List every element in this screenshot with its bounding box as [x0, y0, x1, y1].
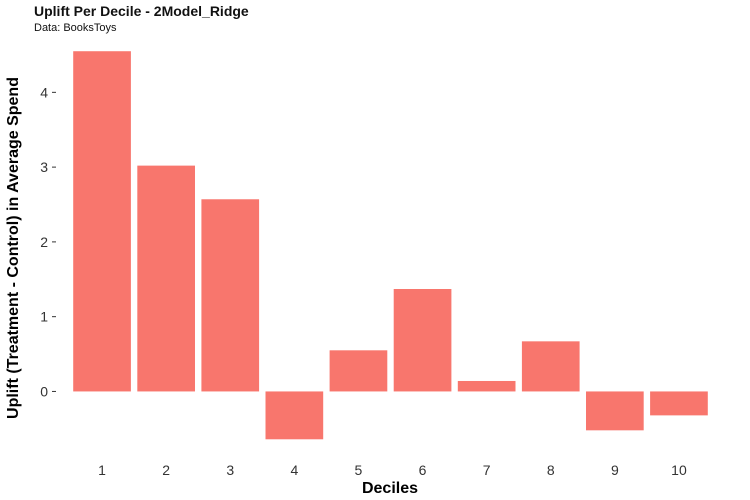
- bar-decile-8: [521, 341, 580, 392]
- y-tick-label: 1: [40, 309, 48, 325]
- y-tick-label: 4: [40, 84, 48, 100]
- y-axis-title: Uplift (Treatment - Control) in Average …: [5, 77, 22, 419]
- x-tick-label: 9: [611, 462, 619, 478]
- bar-decile-9: [586, 391, 644, 431]
- x-tick-label: 8: [547, 462, 555, 478]
- bar-decile-3: [201, 199, 260, 392]
- x-tick-label: 1: [98, 462, 106, 478]
- chart-title: Uplift Per Decile - 2Model_Ridge: [34, 3, 249, 19]
- x-tick-label: 3: [226, 462, 234, 478]
- bar-decile-7: [457, 380, 516, 392]
- x-tick-label: 5: [355, 462, 363, 478]
- bar-decile-2: [137, 165, 195, 392]
- y-axis: 0 1 2 3 4: [40, 84, 56, 399]
- x-tick-label: 10: [671, 462, 687, 478]
- x-axis: 1 2 3 4 5 6 7 8 9 10: [98, 462, 687, 478]
- chart-subtitle: Data: BooksToys: [34, 22, 117, 34]
- bar-decile-10: [650, 391, 708, 416]
- y-tick-label: 2: [40, 234, 48, 250]
- y-tick-label: 3: [40, 159, 48, 175]
- bar-decile-4: [265, 391, 324, 440]
- bars-group: [73, 51, 708, 440]
- bar-decile-5: [329, 350, 388, 392]
- x-axis-title: Deciles: [362, 480, 418, 497]
- y-tick-label: 0: [40, 383, 48, 399]
- x-tick-label: 6: [419, 462, 427, 478]
- x-tick-label: 2: [162, 462, 170, 478]
- bar-decile-6: [393, 289, 452, 392]
- bar-decile-1: [73, 51, 131, 392]
- x-tick-label: 7: [483, 462, 491, 478]
- x-tick-label: 4: [290, 462, 298, 478]
